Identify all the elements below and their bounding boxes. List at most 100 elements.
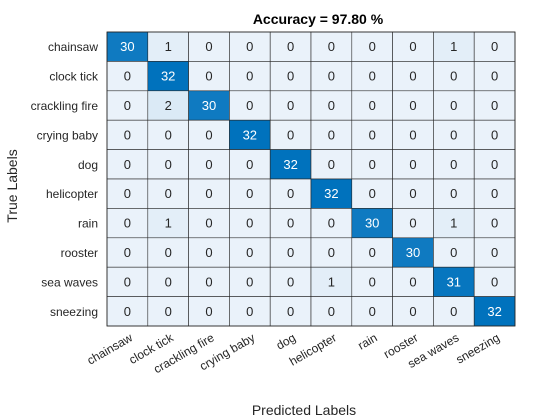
heatmap-cell-r6-c9 bbox=[473, 208, 516, 239]
plot-frame bbox=[106, 31, 516, 327]
cell-value-r3-c9: 0 bbox=[491, 127, 498, 142]
cell-value-r0-c3: 0 bbox=[246, 39, 253, 54]
heatmap-cell-r5-c3 bbox=[229, 178, 271, 209]
heatmap-cell-r4-c1 bbox=[147, 149, 189, 180]
cell-value-r8-c2: 0 bbox=[205, 274, 212, 289]
cell-value-r6-c2: 0 bbox=[205, 216, 212, 231]
heatmap-cell-r6-c0 bbox=[106, 208, 149, 239]
cell-value-r6-c6: 30 bbox=[365, 216, 379, 231]
cell-value-r4-c0: 0 bbox=[124, 157, 131, 172]
heatmap-cell-labels: 30 1 0 0 0 0 0 0 1 0 0 32 0 0 0 0 0 0 0 0 0 2 30 0 0 0 0 0 0 0 0 0 0 32 0 0… bbox=[120, 39, 502, 319]
cell-value-r7-c8: 0 bbox=[450, 245, 457, 260]
cell-value-r0-c2: 0 bbox=[205, 39, 212, 54]
cell-value-r8-c4: 0 bbox=[287, 274, 294, 289]
cell-value-r4-c3: 0 bbox=[246, 157, 253, 172]
cell-value-r0-c8: 1 bbox=[450, 39, 457, 54]
cell-value-r8-c7: 0 bbox=[409, 274, 416, 289]
cell-value-r0-c1: 1 bbox=[165, 39, 172, 54]
cell-value-r6-c5: 0 bbox=[328, 216, 335, 231]
cell-value-r3-c2: 0 bbox=[205, 127, 212, 142]
cell-value-r6-c1: 1 bbox=[165, 216, 172, 231]
heatmap-cell-r7-c4 bbox=[269, 237, 312, 268]
y-tick-label-8: sea waves bbox=[41, 275, 98, 289]
cell-value-r0-c6: 0 bbox=[369, 39, 376, 54]
cell-value-r7-c3: 0 bbox=[246, 245, 253, 260]
cell-value-r9-c6: 0 bbox=[369, 304, 376, 319]
cell-value-r3-c7: 0 bbox=[409, 127, 416, 142]
heatmap-cell-r4-c9 bbox=[473, 149, 516, 180]
heatmap-cell-r6-c7 bbox=[392, 208, 434, 239]
cell-value-r9-c8: 0 bbox=[450, 304, 457, 319]
cell-value-r5-c5: 32 bbox=[324, 186, 338, 201]
y-tick-label-7: rooster bbox=[61, 246, 98, 260]
cell-value-r0-c0: 30 bbox=[120, 39, 134, 54]
y-axis-title: True Labels bbox=[4, 149, 20, 222]
cell-value-r5-c7: 0 bbox=[409, 186, 416, 201]
heatmap-cell-r2-c1 bbox=[147, 90, 189, 121]
cell-value-r3-c6: 0 bbox=[369, 127, 376, 142]
heatmap-cell-r7-c1 bbox=[147, 237, 189, 268]
cell-value-r7-c0: 0 bbox=[124, 245, 131, 260]
heatmap-cell-r1-c5 bbox=[310, 61, 353, 92]
cell-value-r1-c7: 0 bbox=[409, 69, 416, 84]
heatmap-cell-r0-c7 bbox=[392, 31, 434, 62]
cell-value-r7-c1: 0 bbox=[165, 245, 172, 260]
heatmap-cell-r9-c9 bbox=[473, 296, 516, 327]
heatmap-cell-r2-c0 bbox=[106, 90, 149, 121]
cell-value-r2-c7: 0 bbox=[409, 98, 416, 113]
x-tick-label-9: sneezing bbox=[453, 330, 502, 366]
y-tick-labels: chainsaw clock tick crackling fire crying b… bbox=[31, 40, 99, 319]
heatmap-cell-r9-c6 bbox=[351, 296, 393, 327]
heatmap-cell-r1-c7 bbox=[392, 61, 434, 92]
cell-value-r0-c9: 0 bbox=[491, 39, 498, 54]
cell-value-r9-c4: 0 bbox=[287, 304, 294, 319]
cell-value-r8-c1: 0 bbox=[165, 274, 172, 289]
heatmap-cell-r3-c9 bbox=[473, 119, 516, 150]
cell-value-r9-c2: 0 bbox=[205, 304, 212, 319]
heatmap-cell-r3-c8 bbox=[433, 119, 475, 150]
heatmap-cell-r5-c5 bbox=[310, 178, 353, 209]
heatmap-cell-r4-c8 bbox=[433, 149, 475, 180]
cell-value-r2-c6: 0 bbox=[369, 98, 376, 113]
heatmap-cell-r5-c8 bbox=[433, 178, 475, 209]
y-tick-label-1: clock tick bbox=[49, 70, 99, 84]
heatmap-cell-r8-c6 bbox=[351, 266, 393, 297]
cell-value-r1-c9: 0 bbox=[491, 69, 498, 84]
cell-value-r0-c5: 0 bbox=[328, 39, 335, 54]
cell-value-r4-c4: 32 bbox=[283, 157, 297, 172]
cell-value-r8-c9: 0 bbox=[491, 274, 498, 289]
x-tick-label-5: helicopter bbox=[287, 330, 339, 368]
heatmap-cell-r2-c2 bbox=[188, 90, 230, 121]
y-tick-label-6: rain bbox=[78, 217, 98, 231]
cell-value-r4-c1: 0 bbox=[165, 157, 172, 172]
heatmap-cell-r8-c4 bbox=[269, 266, 312, 297]
x-tick-label-4: dog bbox=[274, 330, 298, 352]
heatmap-cell-r0-c5 bbox=[310, 31, 353, 62]
cell-value-r1-c5: 0 bbox=[328, 69, 335, 84]
cell-value-r8-c0: 0 bbox=[124, 274, 131, 289]
heatmap-cell-r8-c1 bbox=[147, 266, 189, 297]
heatmap-cell-r6-c5 bbox=[310, 208, 353, 239]
heatmap-cell-r9-c7 bbox=[392, 296, 434, 327]
heatmap-cell-r9-c4 bbox=[269, 296, 312, 327]
cell-value-r0-c4: 0 bbox=[287, 39, 294, 54]
cell-value-r3-c3: 32 bbox=[243, 127, 257, 142]
heatmap-cell-r3-c6 bbox=[351, 119, 393, 150]
cell-value-r1-c2: 0 bbox=[205, 69, 212, 84]
heatmap-cell-r8-c3 bbox=[229, 266, 271, 297]
heatmap-cell-r2-c8 bbox=[433, 90, 475, 121]
cell-value-r7-c5: 0 bbox=[328, 245, 335, 260]
cell-value-r3-c8: 0 bbox=[450, 127, 457, 142]
cell-value-r6-c9: 0 bbox=[491, 216, 498, 231]
heatmap-cell-r0-c9 bbox=[473, 31, 516, 62]
cell-value-r1-c0: 0 bbox=[124, 69, 131, 84]
cell-value-r5-c2: 0 bbox=[205, 186, 212, 201]
cell-value-r5-c6: 0 bbox=[369, 186, 376, 201]
heatmap-cell-r7-c3 bbox=[229, 237, 271, 268]
y-tick-label-2: crackling fire bbox=[31, 99, 99, 113]
heatmap-cell-r4-c6 bbox=[351, 149, 393, 180]
chart-title: Accuracy = 97.80 % bbox=[253, 11, 384, 27]
cell-value-r5-c0: 0 bbox=[124, 186, 131, 201]
cell-value-r9-c7: 0 bbox=[409, 304, 416, 319]
